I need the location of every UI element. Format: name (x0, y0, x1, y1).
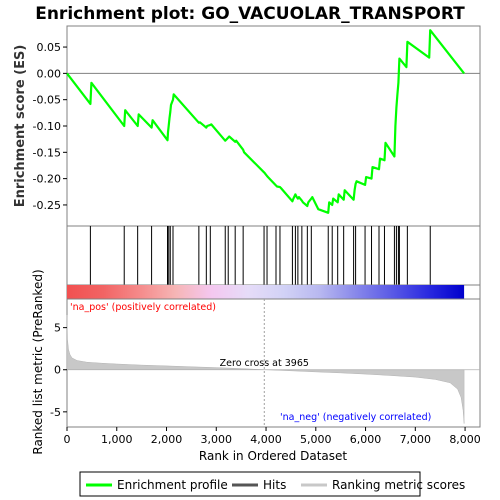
legend-label-enrichment-profile: Enrichment profile (117, 478, 228, 492)
es-plot-frame (66, 25, 481, 227)
legend-label-hits: Hits (263, 478, 286, 492)
x-tick-label: 1,000 (101, 433, 133, 446)
ranking-frame (66, 298, 481, 428)
es-y-axis-label: Enrichment score (ES) (13, 45, 28, 208)
legend: Enrichment profile Hits Ranking metric s… (79, 471, 465, 497)
ranking-y-tick-label: 5 (54, 322, 61, 335)
zero-cross-label: Zero cross at 3965 (220, 358, 309, 369)
x-tick-label: 6,000 (350, 433, 382, 446)
ranking-y-tick-label: -5 (50, 406, 61, 419)
ranking-metric-area (66, 314, 465, 424)
x-tick-label: 5,000 (300, 433, 332, 446)
rank-x-axis: 0 1,000 2,000 3,000 4,000 5,000 6,000 7,000 8,00… (64, 427, 481, 446)
pos-correlated-label: 'na_pos' (positively correlated) (70, 302, 216, 313)
hits-frame (66, 225, 481, 286)
es-y-tick-label: 0.00 (37, 67, 62, 80)
es-y-tick-label: -0.10 (33, 120, 61, 133)
hit-marks (89, 226, 431, 285)
neg-correlated-label: 'na_neg' (negatively correlated) (280, 412, 431, 423)
x-tick-label: 2,000 (151, 433, 183, 446)
hits-panel (66, 225, 481, 286)
ranking-y-tick-label: 0 (54, 364, 61, 377)
x-tick-label: 7,000 (400, 433, 432, 446)
ranking-panel: Zero cross at 3965 'na_pos' (positively … (31, 269, 481, 463)
legend-label-ranking-metric-scores: Ranking metric scores (332, 478, 465, 492)
es-y-tick-label: -0.05 (33, 94, 61, 107)
es-panel: -0.25 -0.20 -0.15 -0.10 -0.05 0.00 0.05 Enrich… (13, 25, 481, 227)
es-y-axis: -0.25 -0.20 -0.15 -0.10 -0.05 0.00 0.05 (33, 41, 67, 212)
ranking-y-axis: -5 0 5 (50, 322, 67, 419)
x-tick-label: 3,000 (201, 433, 233, 446)
x-tick-label: 8,000 (449, 433, 481, 446)
x-tick-label: 0 (64, 433, 71, 446)
es-y-tick-label: -0.25 (33, 199, 61, 212)
chart-title: Enrichment plot: GO_VACUOLAR_TRANSPORT (35, 4, 465, 24)
es-y-tick-label: 0.05 (37, 41, 62, 54)
es-y-tick-label: -0.20 (33, 173, 61, 186)
ranking-y-axis-label: Ranked list metric (PreRanked) (31, 269, 45, 454)
ranking-color-bar (67, 285, 465, 299)
x-axis-label: Rank in Ordered Dataset (199, 449, 347, 463)
es-y-tick-label: -0.15 (33, 146, 61, 159)
enrichment-profile-line (66, 29, 465, 214)
x-tick-label: 4,000 (250, 433, 282, 446)
